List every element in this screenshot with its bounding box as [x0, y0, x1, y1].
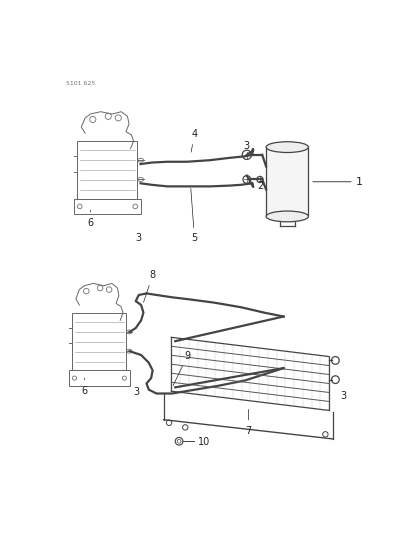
Bar — [78, 141, 137, 199]
Bar — [73, 199, 141, 214]
Text: 9: 9 — [173, 351, 191, 385]
Bar — [69, 370, 130, 386]
Text: 1: 1 — [355, 177, 362, 187]
Text: 5101 625: 5101 625 — [66, 81, 95, 86]
Text: 3: 3 — [135, 233, 141, 243]
Text: 10: 10 — [198, 437, 211, 447]
Text: 5: 5 — [191, 188, 197, 243]
Text: 4: 4 — [191, 129, 197, 152]
Text: 7: 7 — [245, 409, 251, 435]
Bar — [266, 147, 308, 216]
Text: 3: 3 — [134, 387, 140, 397]
Text: 6: 6 — [87, 210, 93, 228]
Text: 3: 3 — [340, 391, 346, 401]
Text: 8: 8 — [144, 270, 156, 302]
Bar — [73, 313, 126, 370]
Ellipse shape — [266, 142, 308, 152]
Ellipse shape — [266, 211, 308, 222]
Text: 6: 6 — [81, 378, 87, 395]
Text: 2: 2 — [257, 181, 263, 191]
Text: 3: 3 — [243, 141, 249, 151]
